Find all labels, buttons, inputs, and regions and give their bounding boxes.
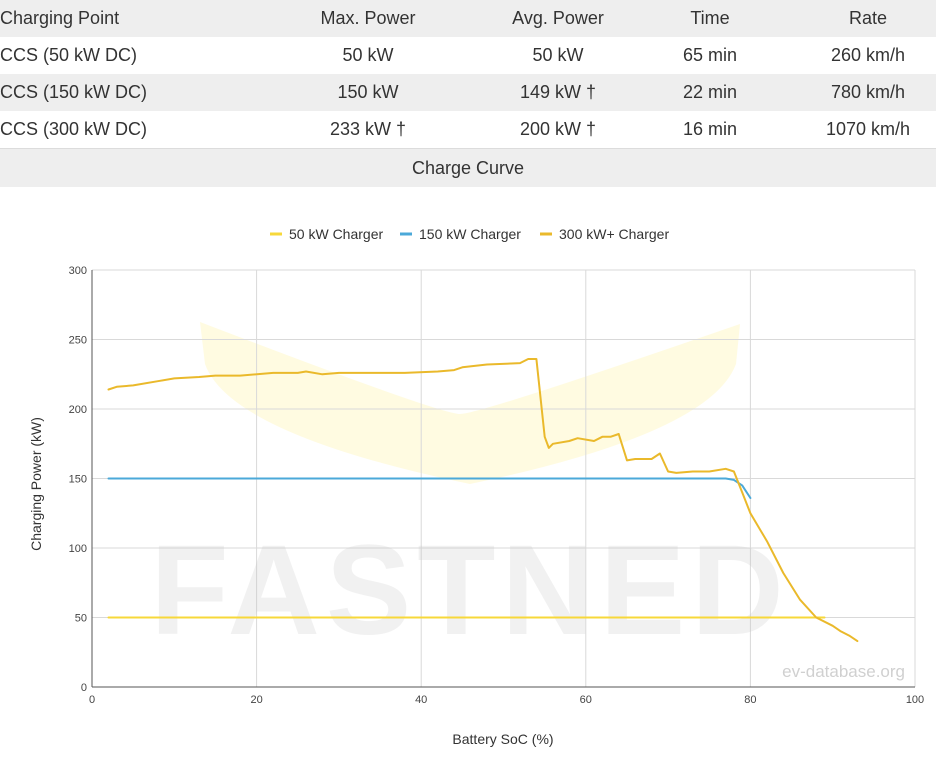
table-row: CCS (50 kW DC) 50 kW 50 kW 65 min 260 km… bbox=[0, 37, 936, 74]
cell-rate: 1070 km/h bbox=[825, 119, 911, 139]
header-avg-power: Avg. Power bbox=[512, 8, 604, 28]
legend-item-50kw[interactable]: 50 kW Charger bbox=[270, 226, 383, 242]
legend-item-300kw[interactable]: 300 kW+ Charger bbox=[540, 226, 669, 242]
cell-charging-point: CCS (150 kW DC) bbox=[0, 82, 148, 102]
cell-rate: 260 km/h bbox=[830, 45, 906, 65]
cell-max-power: 233 kW † bbox=[329, 119, 407, 139]
cell-time: 22 min bbox=[682, 82, 738, 102]
y-tick-label: 0 bbox=[81, 682, 87, 694]
cell-max-power: 50 kW bbox=[342, 45, 394, 65]
cell-avg-power: 50 kW bbox=[532, 45, 584, 65]
charge-curve-chart: FASTNED ev-database.org 0 20 40 60 80 100 0 50… bbox=[28, 226, 924, 747]
series-150kw-line bbox=[107, 477, 752, 499]
x-tick-label: 0 bbox=[89, 694, 95, 706]
y-tick-labels: 0 50 100 150 200 250 300 bbox=[69, 265, 87, 694]
x-tick-label: 60 bbox=[580, 694, 592, 706]
legend-item-150kw[interactable]: 150 kW Charger bbox=[400, 226, 521, 242]
x-tick-label: 100 bbox=[906, 694, 924, 706]
header-max-power: Max. Power bbox=[320, 8, 416, 28]
y-axis-label: Charging Power (kW) bbox=[28, 417, 44, 551]
table-row: CCS (300 kW DC) 233 kW † 200 kW † 16 min… bbox=[0, 111, 936, 148]
y-tick-label: 250 bbox=[69, 335, 87, 347]
watermark-site: ev-database.org bbox=[782, 662, 905, 681]
cell-max-power: 150 kW bbox=[337, 82, 399, 102]
cell-rate: 780 km/h bbox=[830, 82, 906, 102]
x-axis-label: Battery SoC (%) bbox=[452, 731, 553, 747]
header-time: Time bbox=[690, 8, 730, 28]
x-tick-labels: 0 20 40 60 80 100 bbox=[89, 694, 924, 706]
header-charging-point: Charging Point bbox=[0, 8, 120, 28]
y-tick-label: 150 bbox=[69, 474, 87, 486]
y-tick-label: 200 bbox=[69, 404, 87, 416]
section-title: Charge Curve bbox=[0, 148, 936, 187]
table-header-row: Charging Point Max. Power Avg. Power Tim… bbox=[0, 0, 936, 37]
header-rate: Rate bbox=[848, 8, 888, 28]
chart-legend: 50 kW Charger 150 kW Charger 300 kW+ Charg… bbox=[270, 226, 669, 242]
x-tick-label: 20 bbox=[250, 694, 262, 706]
series-300kw-line bbox=[107, 358, 859, 643]
legend-label: 300 kW+ Charger bbox=[559, 226, 669, 242]
watermark-logo-shape bbox=[200, 322, 740, 484]
table-row: CCS (150 kW DC) 150 kW 149 kW † 22 min 7… bbox=[0, 74, 936, 111]
x-tick-label: 40 bbox=[415, 694, 427, 706]
cell-avg-power: 200 kW † bbox=[519, 119, 597, 139]
cell-time: 16 min bbox=[682, 119, 738, 139]
cell-time: 65 min bbox=[682, 45, 738, 65]
cell-charging-point: CCS (300 kW DC) bbox=[0, 119, 148, 139]
x-tick-label: 80 bbox=[744, 694, 756, 706]
y-tick-label: 50 bbox=[75, 613, 87, 625]
y-tick-label: 300 bbox=[69, 265, 87, 277]
chart-series bbox=[107, 358, 859, 643]
chart-axes bbox=[91, 270, 915, 688]
cell-avg-power: 149 kW † bbox=[519, 82, 597, 102]
charging-table: Charging Point Max. Power Avg. Power Tim… bbox=[0, 0, 936, 148]
watermark-brand: FASTNED bbox=[150, 519, 789, 662]
legend-label: 150 kW Charger bbox=[419, 226, 521, 242]
cell-charging-point: CCS (50 kW DC) bbox=[0, 45, 138, 65]
y-tick-label: 100 bbox=[69, 543, 87, 555]
legend-label: 50 kW Charger bbox=[289, 226, 383, 242]
